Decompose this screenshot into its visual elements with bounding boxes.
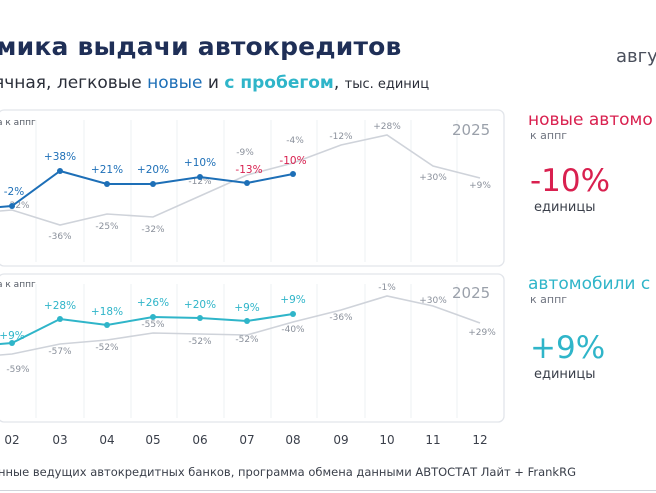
data-label-prev: +30%: [419, 173, 447, 183]
data-point-2025: [290, 171, 296, 177]
data-point-2025: [104, 322, 110, 328]
data-label-prev: -9%: [236, 148, 254, 158]
subtitle: ячная, легковые новые и с пробегом, тыс.…: [0, 73, 429, 93]
data-label-prev: -59%: [6, 365, 30, 375]
data-label-prev: -55%: [141, 320, 165, 330]
data-point-2025: [244, 318, 250, 324]
side-used-heading: автомобили с: [528, 274, 651, 294]
chart-panel-1: 2025 а к аппг -22% -36% -25% -32% -12% -9% -4% -1…: [0, 109, 505, 267]
data-label-prev: -40%: [281, 325, 305, 335]
side-new-heading: новые автомо: [528, 110, 653, 130]
x-tick-label: 04: [99, 433, 114, 447]
x-tick-label: 02: [4, 433, 19, 447]
data-label-prev: -32%: [141, 225, 165, 235]
x-axis: 02 03 04 05 06 07 08 09 10 11 12: [4, 433, 487, 447]
year-label: 2025: [452, 121, 490, 139]
data-label-2025: +38%: [44, 151, 76, 163]
x-tick-label: 03: [52, 433, 67, 447]
x-tick-label: 09: [333, 433, 348, 447]
x-tick-label: 12: [472, 433, 487, 447]
data-label-prev: -57%: [48, 347, 72, 357]
x-tick-label: 11: [425, 433, 440, 447]
side-new-unit: единицы: [534, 200, 596, 215]
side-used-value: +9%: [530, 330, 606, 366]
subtitle-unit: тыс. единиц: [344, 77, 430, 92]
panel-frame: [0, 273, 505, 423]
chart-panel-2: 2025 а к аппг -59% -57% -52% -55% -52% -52% -40%…: [0, 273, 505, 423]
data-label-prev: -22%: [6, 201, 30, 211]
data-label-2025: +21%: [91, 164, 123, 176]
data-label-2025: +28%: [44, 300, 76, 312]
data-label-2025: +10%: [184, 157, 216, 169]
page-title: мика выдачи автокредитов: [0, 32, 402, 61]
data-label-prev: -1%: [378, 283, 396, 293]
data-label-prev: +29%: [468, 328, 496, 338]
data-point-2025: [197, 174, 203, 180]
data-label-2025: +18%: [91, 306, 123, 318]
data-point-2025: [9, 340, 15, 346]
data-label-prev: -36%: [329, 313, 353, 323]
data-label-prev: +30%: [419, 296, 447, 306]
series-line-prev: [0, 134, 481, 226]
data-point-2025: [150, 314, 156, 320]
subtitle-used: с пробегом: [224, 73, 334, 93]
series-line-2025: [0, 313, 294, 346]
data-label-2025: +9%: [0, 330, 25, 342]
data-point-2025: [290, 311, 296, 317]
data-point-2025: [150, 181, 156, 187]
bottom-divider: [0, 490, 656, 491]
x-tick-label: 10: [379, 433, 394, 447]
data-label-prev: -12%: [188, 177, 212, 187]
data-point-2025: [9, 203, 15, 209]
footnote: нные ведущих автокредитных банков, прогр…: [0, 465, 576, 479]
data-label-prev: -12%: [329, 132, 353, 142]
axis-note: а к аппг: [0, 280, 36, 290]
data-label-2025: -2%: [4, 186, 24, 198]
data-point-2025: [57, 168, 63, 174]
data-label-prev: +9%: [469, 181, 491, 191]
data-point-2025: [104, 181, 110, 187]
data-point-2025: [244, 180, 250, 186]
year-label: 2025: [452, 284, 490, 302]
side-new-sub: к аппг: [530, 129, 568, 142]
subtitle-part: ,: [333, 73, 345, 93]
x-tick-label: 05: [145, 433, 160, 447]
data-label-2025: +20%: [184, 299, 216, 311]
subtitle-new: новые: [147, 73, 203, 93]
axis-note: а к аппг: [0, 118, 36, 128]
panel-frame: [0, 109, 505, 267]
data-label-prev: -4%: [286, 136, 304, 146]
data-label-2025: +20%: [137, 164, 169, 176]
series-line-prev: [0, 295, 481, 356]
data-label-2025: +9%: [280, 294, 305, 306]
data-label-prev: -36%: [48, 232, 72, 242]
x-tick-label: 08: [285, 433, 300, 447]
x-tick-label: 07: [239, 433, 254, 447]
data-label-2025: +26%: [137, 297, 169, 309]
side-used-unit: единицы: [534, 367, 596, 382]
side-new-value: -10%: [530, 163, 611, 199]
data-label-prev: -25%: [95, 222, 119, 232]
x-tick-label: 06: [192, 433, 207, 447]
data-point-2025: [197, 315, 203, 321]
data-label-prev: +28%: [373, 122, 401, 132]
subtitle-part: ячная, легковые: [0, 73, 148, 93]
subtitle-part: и: [202, 73, 225, 93]
data-label-prev: -52%: [188, 337, 212, 347]
data-label-2025: +9%: [234, 302, 259, 314]
series-line-2025: [0, 169, 294, 209]
side-used-sub: к аппг: [530, 293, 568, 306]
data-label-prev: -52%: [235, 335, 259, 345]
month-label: авгу: [616, 46, 656, 67]
data-label-2025: -10%: [279, 155, 306, 167]
data-point-2025: [57, 316, 63, 322]
data-label-2025: -13%: [235, 164, 262, 176]
data-label-prev: -52%: [95, 343, 119, 353]
